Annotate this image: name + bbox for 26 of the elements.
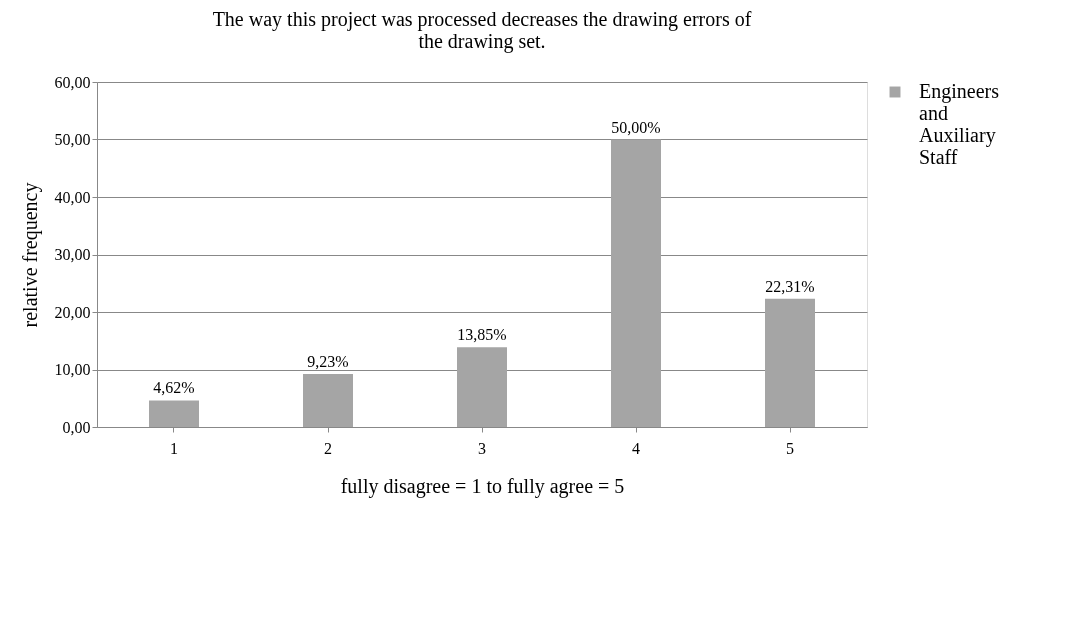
data-label: 4,62%: [153, 379, 195, 397]
y-tick-label: 0,00: [62, 418, 91, 436]
bar: [303, 373, 353, 427]
bar: [457, 347, 507, 427]
x-tick-label: 3: [478, 439, 486, 457]
y-tick-label: 40,00: [54, 188, 91, 206]
x-tick-label: 5: [786, 439, 794, 457]
data-label: 22,31%: [765, 277, 815, 295]
bar: [149, 400, 199, 427]
y-tick-label: 30,00: [54, 246, 91, 263]
data-label: 9,23%: [307, 352, 349, 370]
y-axis-title: relative frequency: [18, 182, 42, 328]
data-label: 13,85%: [457, 326, 507, 344]
data-label: 50,00%: [611, 118, 661, 136]
bar: [765, 298, 815, 427]
x-tick-label: 4: [632, 439, 640, 457]
chart-title: The way this project was processed decreases the drawing errors of the drawing set.: [212, 8, 752, 53]
legend-label: Engineers and Auxiliary Staff: [919, 80, 1000, 168]
y-tick-label: 20,00: [54, 303, 91, 321]
y-tick-label: 50,00: [54, 131, 91, 148]
y-tick-label: 60,00: [54, 73, 91, 91]
bar: [611, 139, 661, 427]
y-tick-label: 10,00: [54, 361, 91, 378]
x-tick-label: 1: [170, 439, 178, 457]
x-tick-label: 2: [324, 439, 332, 457]
x-axis-title: fully disagree = 1 to fully agree = 5: [340, 474, 625, 498]
